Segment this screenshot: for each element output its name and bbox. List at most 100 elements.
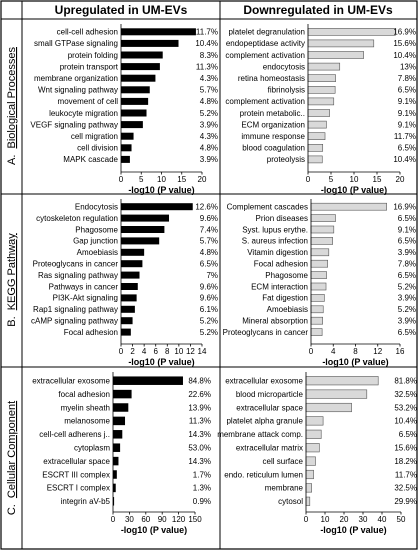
- bar: [307, 109, 330, 117]
- bar: [121, 226, 165, 233]
- bar: [121, 39, 179, 47]
- section-label-a: A. Biological Processes: [6, 47, 18, 165]
- category-label: Phagosome: [75, 225, 118, 234]
- panel-a-down: platelet degranulation 16.9% endopeptidase…: [225, 24, 416, 195]
- category-label: Amoebiasis: [77, 248, 118, 257]
- bar-percent-label: 4.8%: [200, 144, 218, 153]
- bar-percent-label: 5.7%: [200, 86, 218, 95]
- bar: [310, 271, 327, 279]
- bar: [113, 456, 119, 466]
- section-letter-a: A.: [6, 155, 18, 165]
- category-label: proteolysis: [267, 155, 305, 164]
- bar-percent-label: 4.3%: [200, 74, 218, 83]
- category-label: cytoplasm: [74, 444, 110, 453]
- category-label: ESCRT I complex: [47, 484, 110, 493]
- bar: [121, 144, 132, 152]
- bar: [121, 283, 138, 290]
- bar: [310, 237, 333, 245]
- category-label: retina homeostasis: [238, 74, 305, 83]
- category-label: Prion diseases: [256, 214, 308, 223]
- category-label: membrane: [265, 484, 304, 493]
- bar-percent-label: 13%: [400, 62, 416, 71]
- category-label: ECM organization: [241, 120, 305, 129]
- bar-percent-label: 4.3%: [200, 132, 218, 141]
- bar: [113, 443, 121, 452]
- category-label: movement of cell: [58, 97, 119, 106]
- category-label: endo. reticulum lumen: [224, 470, 303, 479]
- bar: [310, 202, 387, 211]
- bar-percent-label: 9.1%: [398, 225, 416, 234]
- bar-percent-label: 0.9%: [193, 497, 211, 506]
- category-label: complement activation: [225, 51, 305, 60]
- section-title-a: Biological Processes: [6, 47, 18, 149]
- bar: [310, 259, 328, 268]
- bar: [113, 376, 183, 385]
- bar: [305, 402, 352, 413]
- bar-percent-label: 9.6%: [200, 282, 218, 291]
- category-label: Proteoglycans in cancer: [33, 260, 119, 269]
- bar-percent-label: 10.4%: [393, 155, 416, 164]
- bar-percent-label: 4.8%: [200, 248, 218, 257]
- x-tick-label: 10: [174, 347, 183, 356]
- panel-c-down: extracellular exosome 81.8% blood micropar…: [217, 372, 417, 535]
- bar: [121, 294, 137, 302]
- category-label: extracellular exosome: [32, 377, 110, 386]
- section-letter-c: C.: [6, 504, 18, 515]
- bar: [305, 483, 312, 493]
- bar: [121, 86, 150, 94]
- svg-text:A. Biological Processes: A. Biological Processes: [6, 47, 18, 165]
- bar-percent-label: 4.8%: [200, 97, 218, 106]
- bar: [307, 39, 375, 48]
- category-label: extracellular space: [43, 457, 110, 466]
- category-label: cAMP signaling pathway: [31, 317, 118, 326]
- bar-percent-label: 5.2%: [200, 109, 218, 118]
- bar: [121, 51, 163, 59]
- category-label: membrane organization: [34, 74, 118, 83]
- panel-b-down: Complement cascades 16.9% Prion diseases 6.…: [223, 199, 416, 367]
- bar-percent-label: 1.3%: [193, 484, 211, 493]
- category-label: cytoskeleton regulation: [36, 214, 118, 223]
- svg-text:B. KEGG Pathway: B. KEGG Pathway: [6, 233, 18, 327]
- category-label: Complement cascades: [227, 203, 308, 212]
- x-tick-label: 0: [111, 515, 116, 524]
- category-label: Pathways in cancer: [49, 282, 119, 291]
- bar-percent-label: 3.9%: [398, 294, 416, 303]
- category-label: Gap junction: [73, 237, 118, 246]
- category-label: S. aureus infection: [242, 237, 308, 246]
- x-tick-label: 5: [139, 175, 144, 184]
- bar-percent-label: 15.6%: [393, 39, 416, 48]
- bar-percent-label: 3.9%: [398, 248, 416, 257]
- bar-percent-label: 5.2%: [200, 328, 218, 337]
- bar-percent-label: 53.0%: [188, 444, 211, 453]
- svg-text:C. Cellular Component: C. Cellular Component: [6, 401, 18, 515]
- bar: [121, 214, 170, 222]
- bar-percent-label: 11.7%: [196, 28, 218, 37]
- x-tick-label: 10: [157, 175, 166, 184]
- x-tick-label: 50: [397, 515, 406, 524]
- x-tick-label: 8: [165, 347, 170, 356]
- category-label: blood coagulation: [242, 144, 305, 153]
- category-label: endopeptidase activity: [226, 39, 305, 48]
- section-letter-b: B.: [6, 316, 18, 326]
- x-tick-label: 6: [153, 347, 158, 356]
- chart-panels: cell-cell adhesion 11.7% small GTPase sign…: [30, 24, 417, 535]
- category-label: Wnt signaling pathway: [38, 86, 118, 95]
- bar: [121, 109, 147, 117]
- bar-percent-label: 16.9%: [393, 203, 416, 212]
- x-tick-label: 30: [359, 515, 368, 524]
- bar: [113, 389, 132, 399]
- category-label: integrin aV-b5: [61, 497, 111, 506]
- category-label: complement activation: [225, 97, 305, 106]
- bar-percent-label: 13.9%: [188, 403, 211, 412]
- x-tick-label: 5: [329, 175, 334, 184]
- bar-percent-label: 16.9%: [393, 28, 416, 37]
- bar-percent-label: 29.9%: [394, 497, 417, 506]
- category-label: Proteoglycans in cancer: [223, 328, 309, 337]
- bar-percent-label: 53.2%: [394, 403, 417, 412]
- panel-a-up: cell-cell adhesion 11.7% small GTPase sign…: [30, 24, 218, 195]
- x-axis-label: -log10 (P value): [321, 185, 387, 195]
- bar: [305, 389, 368, 399]
- bar-percent-label: 1.7%: [193, 470, 211, 479]
- bar: [113, 430, 123, 439]
